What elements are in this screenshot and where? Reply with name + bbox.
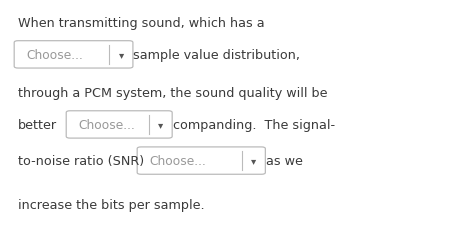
Text: through a PCM system, the sound quality will be: through a PCM system, the sound quality …: [18, 86, 327, 99]
Text: When transmitting sound, which has a: When transmitting sound, which has a: [18, 17, 264, 30]
FancyBboxPatch shape: [66, 111, 172, 138]
Text: as we: as we: [266, 154, 303, 167]
Text: sample value distribution,: sample value distribution,: [133, 49, 300, 62]
Text: ▾: ▾: [251, 156, 256, 166]
Text: better: better: [18, 118, 57, 131]
FancyBboxPatch shape: [14, 41, 133, 69]
Text: to-noise ratio (SNR): to-noise ratio (SNR): [18, 154, 144, 167]
Text: Choose...: Choose...: [26, 49, 83, 62]
FancyBboxPatch shape: [137, 147, 265, 175]
Text: increase the bits per sample.: increase the bits per sample.: [18, 198, 205, 211]
Text: Choose...: Choose...: [79, 118, 135, 131]
Text: Choose...: Choose...: [149, 154, 206, 167]
Text: ▾: ▾: [119, 50, 124, 60]
Text: companding.  The signal-: companding. The signal-: [173, 118, 335, 131]
Text: ▾: ▾: [158, 120, 163, 130]
